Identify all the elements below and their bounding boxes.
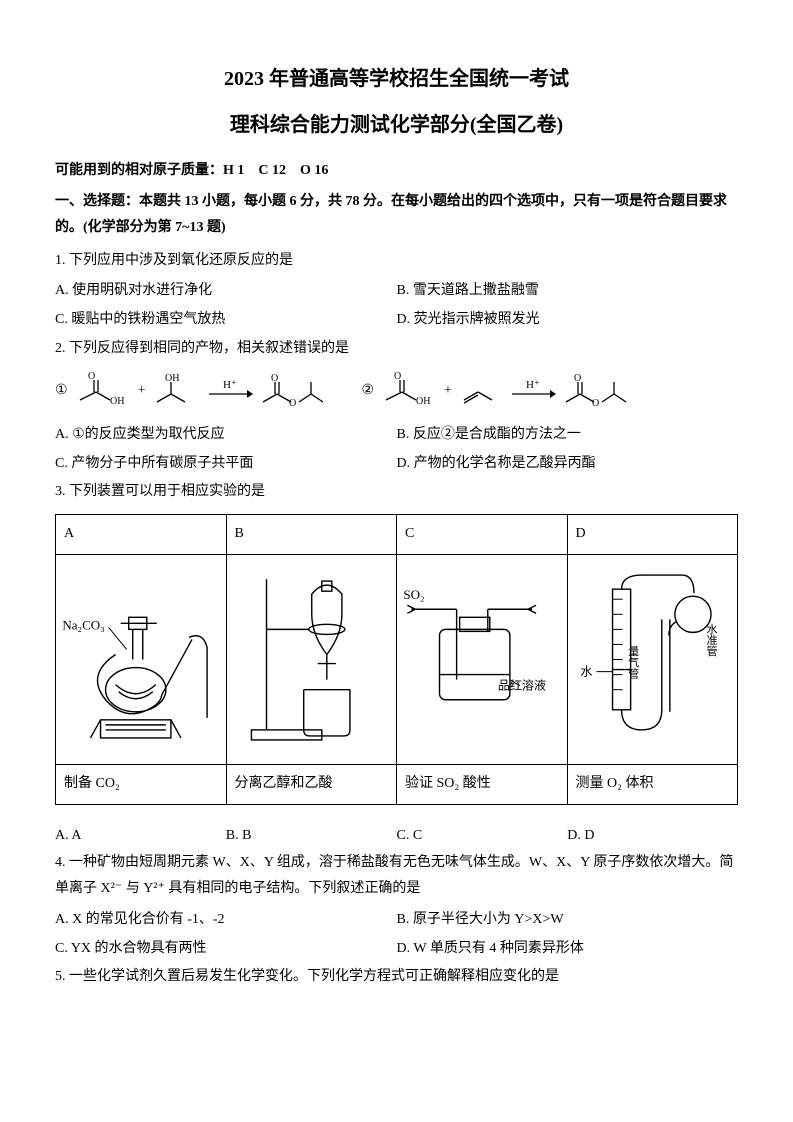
label-liangqiguan: 量气管 [626,645,639,679]
isopropanol-icon: OH [151,370,201,412]
q2-opt-b: B. 反应②是合成酯的方法之一 [397,422,739,449]
ester-product-icon: O O [562,370,634,412]
svg-text:OH: OH [165,373,179,384]
atomic-mass-line: 可能用到的相对原子质量：H 1 C 12 O 16 [55,158,738,185]
q4-stem: 4. 一种矿物由短周期元素 W、X、Y 组成，溶于稀盐酸有无色无味气体生成。W、… [55,850,738,903]
svg-text:O: O [271,373,278,384]
q4-opt-b: B. 原子半径大小为 Y>X>W [397,907,739,934]
q3-cap-b: 分离乙醇和乙酸 [226,765,397,805]
arrow-label: H⁺ [223,379,237,391]
plus-icon: + [138,378,146,405]
q3-th-d: D [567,514,738,554]
q3-stem: 3. 下列装置可以用于相应实验的是 [55,479,738,506]
q2-opt-d: D. 产物的化学名称是乙酸异丙酯 [397,451,739,478]
page-title-line1: 2023 年普通高等学校招生全国统一考试 [55,60,738,98]
q2-stem: 2. 下列反应得到相同的产物，相关叙述错误的是 [55,336,738,363]
q5-stem: 5. 一些化学试剂久置后易发生化学变化。下列化学方程式可正确解释相应变化的是 [55,964,738,991]
svg-text:OH: OH [416,396,430,407]
q3-cell-a: Na₂CO₃ [56,554,227,765]
q3-opt-d: D. D [567,823,738,850]
svg-text:O: O [592,398,599,409]
q3-apparatus-table: A B C D [55,514,738,805]
q4-opt-c: C. YX 的水合物具有两性 [55,936,397,963]
acetic-acid-icon: O OH [380,370,438,412]
label-water: 水 [580,664,592,678]
apparatus-d-icon: 水 量气管 水准管 [572,559,734,750]
q3-th-b: B [226,514,397,554]
q1-opt-b: B. 雪天道路上撒盐融雪 [397,278,739,305]
q2-rxn1-number: ① [55,378,68,405]
q2-rxn2-number: ② [361,378,374,405]
q3-opt-b: B. B [226,823,397,850]
svg-text:H⁺: H⁺ [526,379,540,391]
arrow-icon: H⁺ [207,376,253,406]
acetic-acid-icon: O OH [74,370,132,412]
q4-options: A. X 的常见化合价有 -1、-2 B. 原子半径大小为 Y>X>W C. Y… [55,907,738,964]
q1-opt-c: C. 暖贴中的铁粉遇空气放热 [55,307,397,334]
q2-rxn-1: ① O OH + OH H⁺ [55,370,331,412]
q3-cap-a: 制备 CO₂ [56,765,227,805]
svg-text:O: O [289,398,296,409]
q2-reaction-schemes: ① O OH + OH H⁺ [55,370,738,412]
page-title-line2: 理科综合能力测试化学部分(全国乙卷) [55,106,738,144]
q2-opt-c: C. 产物分子中所有碳原子共平面 [55,451,397,478]
q3-opt-c: C. C [397,823,568,850]
q3-cap-c: 验证 SO₂ 酸性 [397,765,568,805]
label-shuizhunguan: 水准管 [705,623,718,657]
ester-product-icon: O O [259,370,331,412]
arrow-icon: H⁺ [510,376,556,406]
q1-stem: 1. 下列应用中涉及到氧化还原反应的是 [55,248,738,275]
apparatus-a-icon: Na₂CO₃ [60,559,222,750]
q3-th-a: A [56,514,227,554]
label-so2: SO₂ [403,587,424,602]
q3-th-c: C [397,514,568,554]
svg-text:OH: OH [110,396,124,407]
q3-opt-a: A. A [55,823,226,850]
q4-opt-d: D. W 单质只有 4 种同素异形体 [397,936,739,963]
q1-opt-d: D. 荧光指示牌被照发光 [397,307,739,334]
q2-rxn-2: ② O OH + H⁺ [361,370,633,412]
q3-cap-d: 测量 O₂ 体积 [567,765,738,805]
propene-icon [458,370,504,412]
apparatus-c-icon: SO₂ 品红溶液 [401,559,563,750]
section-1-heading: 一、选择题：本题共 13 小题，每小题 6 分，共 78 分。在每小题给出的四个… [55,189,738,242]
q4-opt-a: A. X 的常见化合价有 -1、-2 [55,907,397,934]
plus-icon: + [444,378,452,405]
q2-options: A. ①的反应类型为取代反应 B. 反应②是合成酯的方法之一 C. 产物分子中所… [55,422,738,479]
svg-text:O: O [394,371,401,382]
q2-opt-a: A. ①的反应类型为取代反应 [55,422,397,449]
q1-opt-a: A. 使用明矾对水进行净化 [55,278,397,305]
svg-text:O: O [574,373,581,384]
q1-options: A. 使用明矾对水进行净化 B. 雪天道路上撒盐融雪 C. 暖贴中的铁粉遇空气放… [55,278,738,335]
svg-text:O: O [88,371,95,382]
q3-options: A. A B. B C. C D. D [55,823,738,850]
apparatus-b-icon [231,559,393,750]
q3-cell-d: 水 量气管 水准管 [567,554,738,765]
label-pinghong: 品红溶液 [498,677,546,692]
q3-cell-c: SO₂ 品红溶液 [397,554,568,765]
q3-cell-b [226,554,397,765]
label-na2co3: Na₂CO₃ [62,617,104,632]
